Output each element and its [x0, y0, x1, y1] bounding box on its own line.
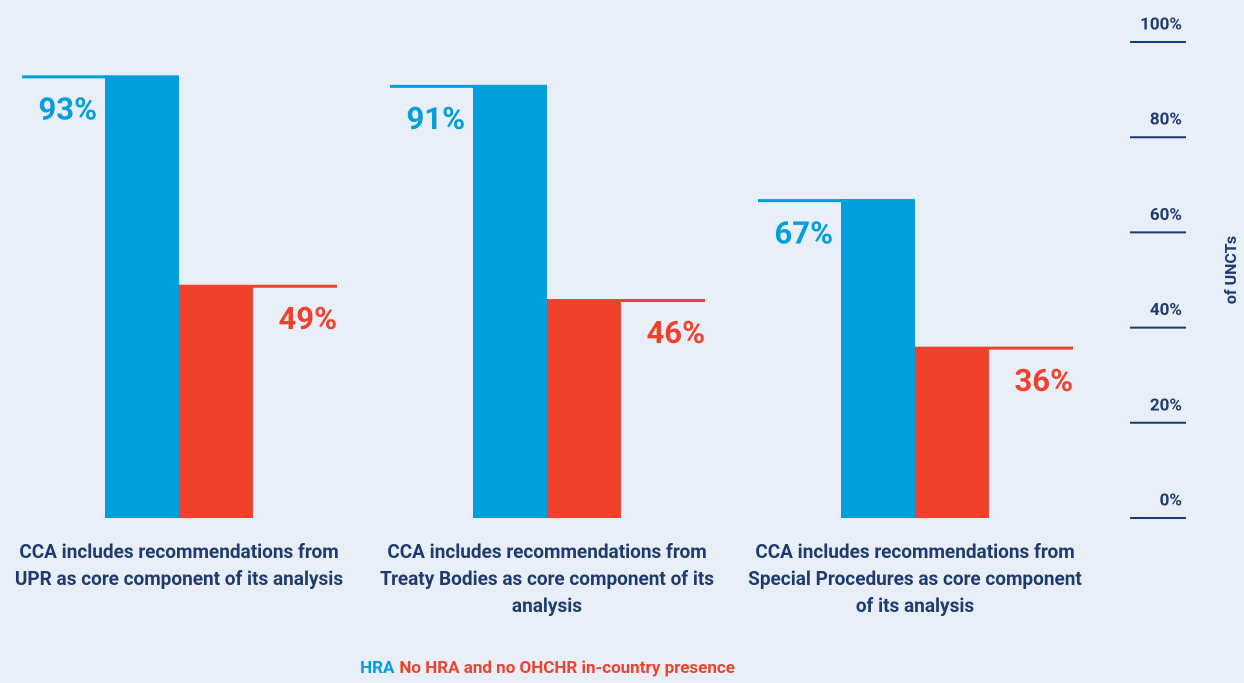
value-label: 67%: [775, 214, 834, 251]
value-label: 49%: [279, 300, 338, 337]
y-axis-label: of UNCTs: [1221, 236, 1240, 304]
y-tick-label: 20%: [1150, 395, 1182, 415]
bar: [841, 199, 915, 518]
legend-entry: HRA: [360, 658, 395, 678]
y-tick-label: 0%: [1160, 490, 1182, 510]
x-tick-label: CCA includes recommendations from Treaty…: [379, 540, 715, 617]
x-tick-label: CCA includes recommendations from UPR as…: [14, 540, 344, 590]
x-tick-label: CCA includes recommendations from Specia…: [748, 540, 1082, 617]
bar: [473, 84, 547, 518]
value-label: 36%: [1015, 362, 1074, 399]
y-tick-label: 40%: [1150, 300, 1182, 320]
bar: [105, 75, 179, 518]
legend: HRA No HRA and no OHCHR in-country presen…: [0, 658, 1100, 678]
bar: [915, 346, 989, 518]
bar: [547, 299, 621, 518]
y-tick-label: 100%: [1140, 14, 1182, 34]
bar: [179, 284, 253, 518]
value-label: 93%: [39, 91, 98, 128]
y-tick-label: 80%: [1150, 110, 1182, 130]
value-label: 46%: [647, 314, 706, 351]
legend-entry: No HRA and no OHCHR in-country presence: [399, 658, 735, 678]
value-label: 91%: [407, 100, 466, 137]
y-tick-label: 60%: [1150, 205, 1182, 225]
